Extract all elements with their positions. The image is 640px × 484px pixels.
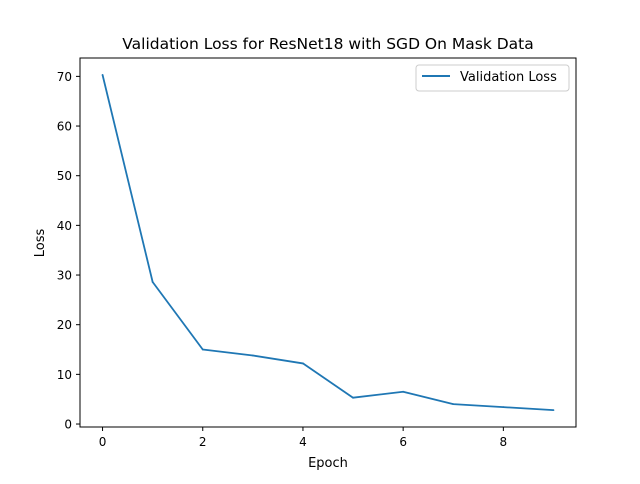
y-tick-label: 10 — [57, 368, 72, 382]
y-tick-label: 40 — [57, 219, 72, 233]
data-point — [352, 396, 354, 399]
y-tick-label: 20 — [57, 318, 72, 332]
data-point — [201, 348, 204, 351]
y-axis: 0 10 20 30 40 50 60 70 — [57, 70, 80, 432]
data-point — [151, 281, 154, 283]
plot-area — [80, 58, 576, 427]
chart-title: Validation Loss for ResNet18 with SGD On… — [122, 35, 534, 53]
data-point — [502, 406, 505, 409]
x-tick-label: 2 — [199, 435, 207, 449]
x-tick-label: 8 — [500, 435, 508, 449]
y-tick-label: 0 — [64, 418, 72, 432]
axes-frame — [79, 57, 577, 428]
x-axis: 0 2 4 6 8 — [99, 427, 507, 449]
data-point — [302, 362, 304, 365]
data-point — [251, 354, 254, 357]
x-tick-label: 6 — [399, 435, 407, 449]
axes-background — [80, 58, 576, 427]
legend-box — [415, 64, 570, 92]
y-axis-label: Loss — [33, 229, 48, 258]
data-point — [552, 409, 555, 412]
data-point — [101, 73, 104, 76]
x-tick-label: 0 — [99, 435, 107, 449]
x-tick-label: 4 — [299, 435, 307, 449]
y-tick-label: 30 — [57, 269, 72, 283]
legend-label: Validation Loss — [460, 70, 557, 85]
series-line-0 — [101, 74, 554, 412]
y-tick-label: 70 — [57, 70, 72, 84]
data-point — [402, 390, 405, 393]
y-tick-label: 50 — [57, 169, 72, 183]
x-axis-label: Epoch — [308, 456, 348, 471]
legend: Validation Loss — [415, 64, 570, 92]
y-tick-label: 60 — [57, 120, 72, 134]
series-layer — [101, 73, 555, 412]
data-point — [452, 403, 455, 406]
